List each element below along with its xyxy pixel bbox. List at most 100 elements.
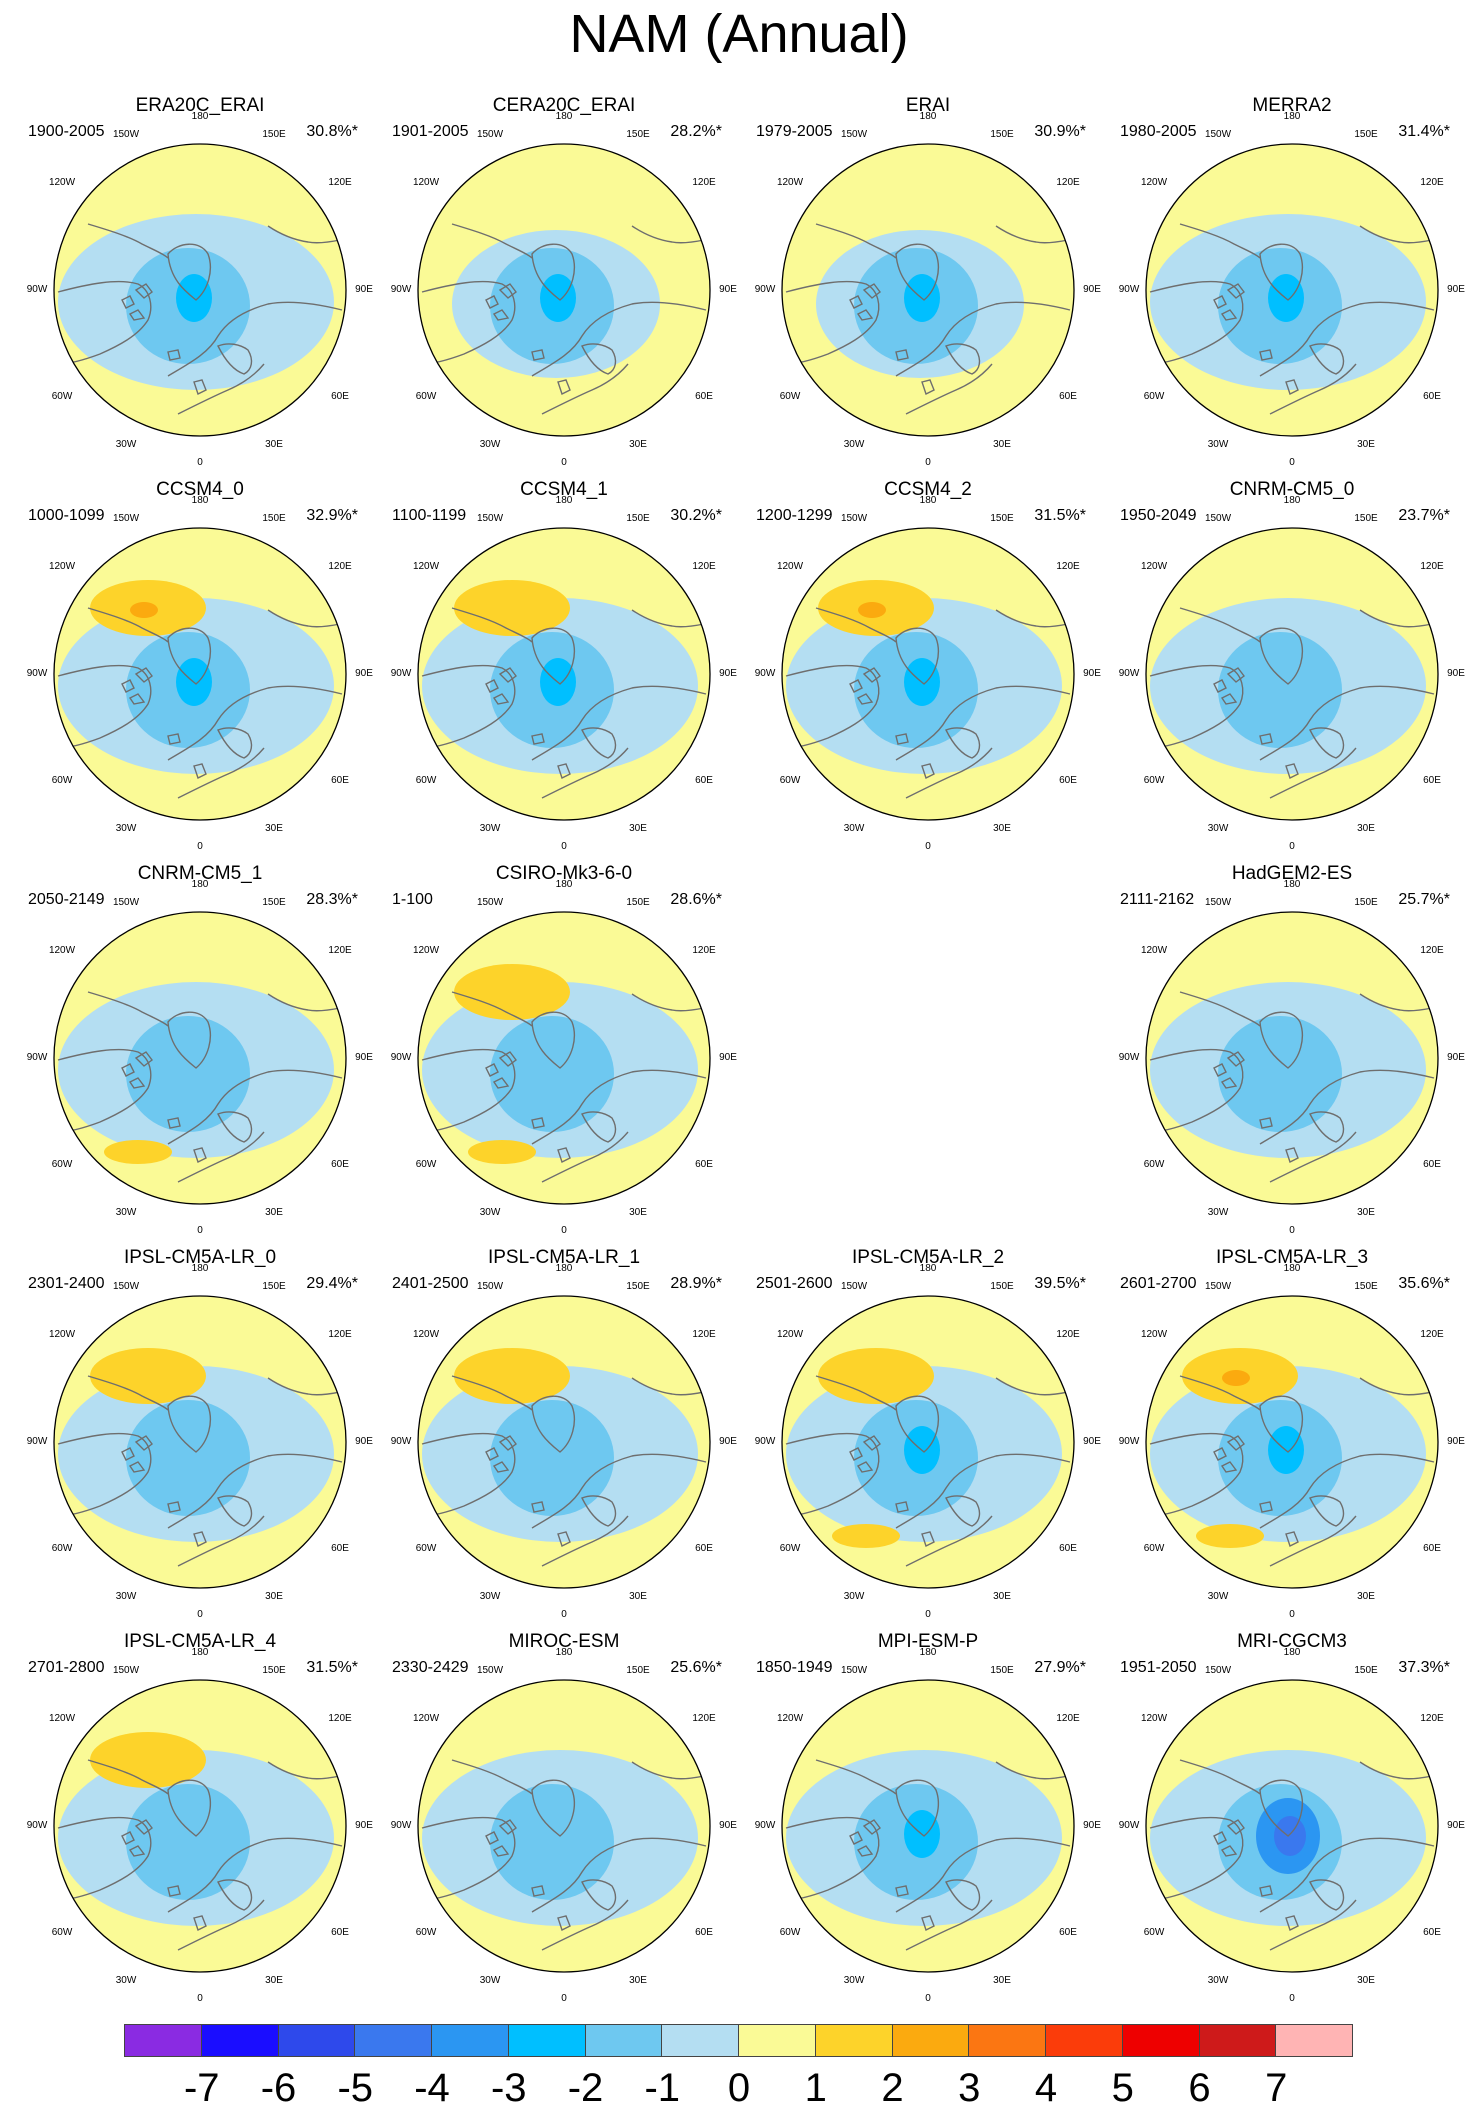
longitude-label: 90E: [355, 1820, 373, 1831]
panel-years: 2601-2700: [1120, 1275, 1197, 1292]
longitude-label: 60E: [1423, 775, 1441, 786]
longitude-label: 150E: [990, 1281, 1014, 1292]
longitude-label: 30E: [265, 1207, 283, 1218]
coastline: [167, 627, 212, 685]
coastline: [581, 1111, 617, 1143]
coastline: [1259, 627, 1304, 685]
longitude-label: 60W: [779, 1927, 801, 1938]
polar-map: [781, 1295, 1075, 1589]
map-panel: CCSM4_1 1100-1199 30.2%* 180 150W 150E 120W 120…: [382, 478, 746, 852]
coastline: [421, 1816, 516, 1901]
pacific-high-core: [130, 602, 158, 618]
colorbar-swatch: [814, 2024, 893, 2057]
panel-years: 2501-2600: [756, 1275, 833, 1292]
map-boundary: [417, 143, 711, 437]
coastline: [1259, 1453, 1435, 1529]
coastline: [895, 301, 1071, 377]
coastline: [121, 1051, 153, 1089]
longitude-label: 60E: [331, 1543, 349, 1554]
coastline: [995, 609, 1069, 628]
coastline: [1259, 1117, 1299, 1163]
coastline: [531, 1837, 707, 1913]
longitude-label: 150E: [626, 897, 650, 908]
coastline: [485, 667, 517, 705]
longitude-label: 30W: [843, 823, 865, 834]
coastline: [121, 1819, 153, 1857]
coastline: [87, 1375, 169, 1411]
map-field: [418, 1680, 710, 1972]
longitude-label: 150E: [1354, 513, 1378, 524]
panel-title: CNRM-CM5_1: [137, 863, 263, 884]
panel-years: 1200-1299: [756, 507, 833, 524]
longitude-label: 120W: [776, 561, 804, 572]
panel-title: CCSM4_1: [520, 479, 608, 500]
longitude-label: 120E: [692, 1713, 716, 1724]
panel-title: HadGEM2-ES: [1231, 863, 1353, 884]
coastline: [167, 1069, 343, 1145]
coastline: [895, 349, 935, 395]
longitude-label: 180: [1283, 1263, 1301, 1274]
map-panel: MPI-ESM-P 1850-1949 27.9%* 180 150W 150E 120W 1…: [746, 1630, 1110, 2004]
longitude-label: 180: [919, 495, 937, 506]
longitude-label: 90E: [719, 668, 737, 679]
coastline: [121, 667, 153, 705]
map-field: [1146, 1296, 1438, 1588]
atlantic-high: [104, 1140, 172, 1164]
longitude-label: 30W: [479, 439, 501, 450]
colorbar-tick-label: 4: [1034, 2066, 1058, 2110]
negative-core-outer: [490, 1016, 614, 1132]
colorbar-swatch: [1275, 2024, 1353, 2057]
longitude-label: 90W: [390, 1436, 412, 1447]
polar-map: [417, 911, 711, 1205]
coastline: [1259, 685, 1435, 761]
map-field: [782, 1680, 1074, 1972]
longitude-label: 90W: [754, 668, 776, 679]
coastline: [1269, 1899, 1357, 1951]
coastline: [421, 1048, 516, 1133]
colorbar: [124, 2024, 1353, 2057]
coastline: [485, 1051, 517, 1089]
longitude-label: 60W: [779, 1543, 801, 1554]
map-boundary: [417, 527, 711, 821]
coastline: [217, 343, 253, 375]
coastline: [1269, 747, 1357, 799]
panel-title: IPSL-CM5A-LR_1: [487, 1247, 641, 1268]
longitude-label: 30W: [479, 1975, 501, 1986]
longitude-label: 150W: [840, 513, 868, 524]
coastline: [121, 283, 153, 321]
longitude-label: 60E: [695, 391, 713, 402]
coastline: [177, 363, 265, 415]
coastline: [1259, 1837, 1435, 1913]
colorbar-swatch: [354, 2024, 432, 2057]
coastline: [87, 1759, 169, 1795]
negative-core-outer: [1218, 632, 1342, 748]
panel-years: 2401-2500: [392, 1275, 469, 1292]
panel-variance: 32.9%*: [306, 507, 358, 524]
map-boundary: [1145, 143, 1439, 437]
colorbar-tick-label: 6: [1188, 2066, 1211, 2110]
longitude-label: 60W: [779, 391, 801, 402]
coastline: [1149, 1432, 1244, 1517]
longitude-label: 120E: [1420, 177, 1444, 188]
map-boundary: [781, 143, 1075, 437]
map-field: [418, 912, 710, 1204]
coastline: [1269, 1131, 1357, 1183]
longitude-label: 90W: [754, 1820, 776, 1831]
longitude-label: 180: [555, 879, 573, 890]
longitude-label: 60W: [1143, 775, 1165, 786]
colorbar-tick-label: 7: [1265, 2066, 1288, 2110]
panel-years: 1900-2005: [28, 123, 105, 140]
polar-map: [1145, 527, 1439, 821]
coastline: [1309, 343, 1345, 375]
negative-core-outer: [126, 1400, 250, 1516]
coastline: [895, 1501, 935, 1547]
longitude-label: 30W: [1207, 1975, 1229, 1986]
longitude-label: 0: [925, 841, 931, 852]
longitude-label: 150E: [626, 513, 650, 524]
longitude-label: 180: [1283, 111, 1301, 122]
colorbar-swatch: [200, 2024, 279, 2057]
longitude-label: 60E: [1423, 1159, 1441, 1170]
map-panel: MERRA2 1980-2005 31.4%* 180 150W 150E 120W 120E…: [1110, 94, 1474, 468]
longitude-label: 30W: [115, 1591, 137, 1602]
longitude-label: 120E: [328, 177, 352, 188]
